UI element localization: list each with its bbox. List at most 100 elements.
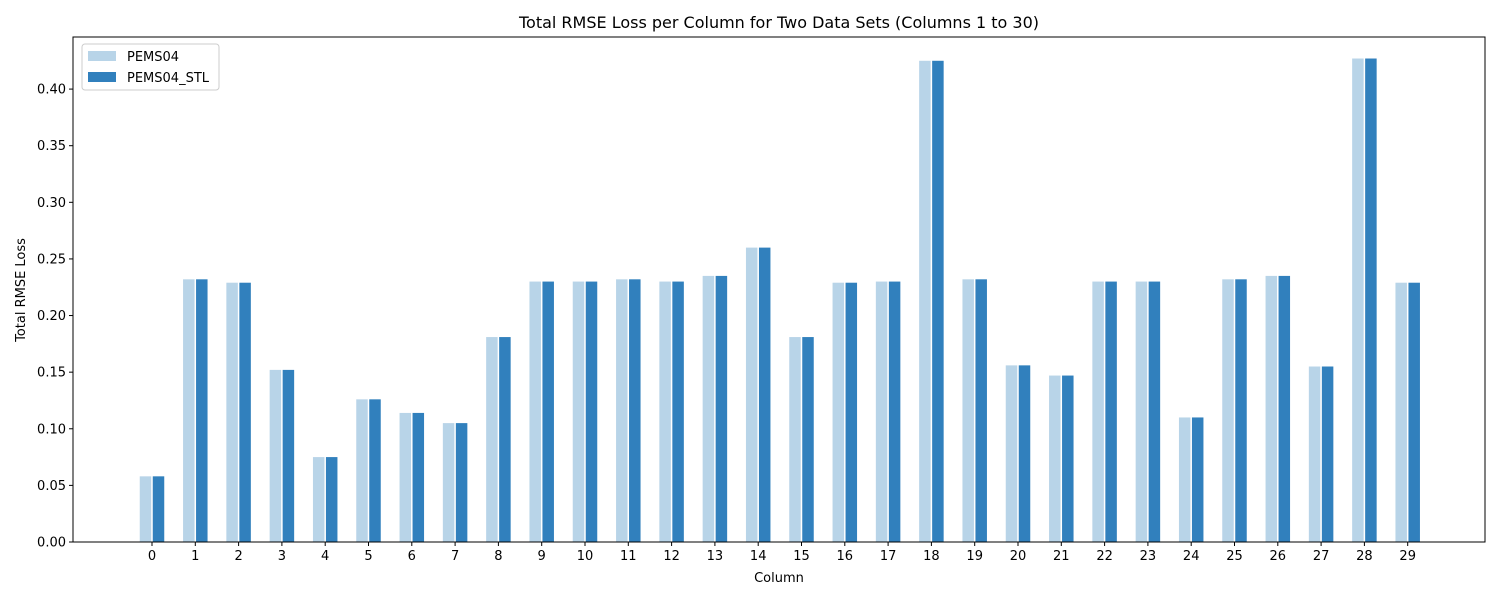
- bar-pems04-11: [616, 279, 628, 542]
- x-tick-label: 26: [1270, 549, 1287, 564]
- y-tick-label: 0.30: [37, 196, 66, 211]
- legend-label-pems04: PEMS04: [127, 50, 179, 65]
- bar-pems04-stl-13: [715, 275, 728, 542]
- bar-pems04-19: [962, 279, 974, 542]
- bar-pems04-stl-23: [1148, 281, 1161, 542]
- x-tick-label: 20: [1010, 549, 1027, 564]
- x-tick-label: 24: [1183, 549, 1200, 564]
- bar-pems04-stl-2: [239, 282, 251, 542]
- y-axis-ticks: 0.00 0.05 0.10 0.15 0.20 0.25 0.30 0.35 0.40: [37, 83, 73, 551]
- x-axis-title: Column: [754, 571, 804, 586]
- bar-pems04-stl-25: [1235, 279, 1247, 542]
- x-tick-label: 17: [880, 549, 897, 564]
- y-tick-label: 0.35: [37, 139, 66, 154]
- bar-pems04-4: [312, 457, 325, 542]
- bar-pems04-0: [139, 476, 152, 542]
- bar-pems04-stl-20: [1018, 365, 1031, 542]
- bar-pems04-18: [919, 60, 931, 542]
- x-tick-label: 7: [451, 549, 459, 564]
- bar-pems04-27: [1308, 366, 1321, 542]
- bar-pems04-stl-7: [455, 423, 468, 542]
- bar-pems04-9: [529, 281, 541, 542]
- bar-pems04-8: [486, 337, 498, 542]
- bar-pems04-stl-16: [845, 282, 858, 542]
- legend-label-pems04-stl: PEMS04_STL: [127, 71, 210, 86]
- chart-title: Total RMSE Loss per Column for Two Data …: [518, 13, 1039, 32]
- bar-pems04-23: [1135, 281, 1148, 542]
- x-tick-label: 25: [1226, 549, 1243, 564]
- x-tick-label: 15: [793, 549, 810, 564]
- bar-pems04-stl-6: [412, 412, 425, 542]
- bar-pems04-3: [269, 369, 282, 542]
- bar-pems04-2: [226, 282, 238, 542]
- bar-pems04-stl-5: [369, 399, 381, 542]
- bar-pems04-stl-28: [1365, 58, 1377, 542]
- bar-pems04-stl-21: [1062, 375, 1074, 542]
- y-tick-label: 0.20: [37, 309, 66, 324]
- x-tick-label: 6: [408, 549, 416, 564]
- x-tick-label: 2: [234, 549, 242, 564]
- y-tick-label: 0.10: [37, 422, 66, 437]
- bar-pems04-12: [659, 281, 671, 542]
- x-tick-label: 16: [837, 549, 854, 564]
- y-tick-label: 0.25: [37, 252, 66, 267]
- x-tick-label: 27: [1313, 549, 1330, 564]
- x-tick-label: 19: [966, 549, 983, 564]
- bar-pems04-stl-0: [152, 476, 165, 542]
- bar-pems04-stl-22: [1105, 281, 1117, 542]
- bar-pems04-14: [745, 247, 758, 543]
- bar-pems04-stl-29: [1408, 282, 1420, 542]
- bar-pems04-1: [183, 279, 195, 542]
- x-tick-label: 12: [663, 549, 680, 564]
- bar-pems04-5: [356, 399, 368, 542]
- bar-pems04-29: [1395, 282, 1407, 542]
- bar-pems04-24: [1178, 417, 1191, 542]
- bar-pems04-13: [702, 275, 715, 542]
- bar-pems04-10: [572, 281, 585, 542]
- y-tick-label: 0.05: [37, 479, 66, 494]
- y-tick-label: 0.40: [37, 83, 66, 98]
- legend-swatch-pems04: [88, 51, 116, 61]
- x-tick-label: 28: [1356, 549, 1373, 564]
- bar-pems04-stl-3: [282, 369, 295, 542]
- bar-pems04-stl-8: [499, 337, 511, 542]
- x-tick-label: 8: [494, 549, 502, 564]
- bar-pems04-21: [1049, 375, 1061, 542]
- x-tick-label: 4: [321, 549, 329, 564]
- bar-pems04-stl-4: [325, 457, 338, 542]
- bar-pems04-stl-12: [672, 281, 684, 542]
- bar-pems04-26: [1265, 275, 1278, 542]
- legend-swatch-pems04-stl: [88, 72, 116, 82]
- legend-box: [81, 43, 220, 91]
- bar-pems04-stl-11: [629, 279, 641, 542]
- x-tick-label: 14: [750, 549, 767, 564]
- x-tick-label: 23: [1140, 549, 1157, 564]
- x-tick-label: 1: [191, 549, 199, 564]
- bars-group: [139, 58, 1420, 543]
- plot-area-frame: [72, 36, 1486, 543]
- bar-pems04-stl-18: [932, 60, 944, 542]
- y-axis-title: Total RMSE Loss: [14, 238, 29, 343]
- bar-pems04-stl-9: [542, 281, 554, 542]
- bar-pems04-stl-27: [1321, 366, 1334, 542]
- bar-pems04-stl-19: [975, 279, 987, 542]
- x-tick-label: 5: [364, 549, 372, 564]
- x-tick-label: 22: [1096, 549, 1113, 564]
- x-tick-label: 13: [707, 549, 724, 564]
- y-tick-label: 0.00: [37, 536, 66, 551]
- x-tick-label: 0: [148, 549, 156, 564]
- bar-pems04-stl-26: [1278, 275, 1291, 542]
- bar-pems04-stl-10: [585, 281, 598, 542]
- x-axis-ticks: 0 1 2 3 4 5 6 7 8 9 10 11 12 13 14 15 16 17 18 19 20 21 22 23 24…: [148, 542, 1416, 564]
- x-tick-label: 11: [620, 549, 637, 564]
- y-tick-label: 0.15: [37, 366, 66, 381]
- bar-pems04-stl-24: [1191, 417, 1204, 542]
- bar-pems04-stl-17: [888, 281, 901, 542]
- x-tick-label: 10: [577, 549, 594, 564]
- bar-pems04-16: [832, 282, 845, 542]
- x-tick-label: 3: [278, 549, 286, 564]
- bar-pems04-20: [1005, 365, 1018, 542]
- bar-pems04-stl-1: [196, 279, 208, 542]
- bar-pems04-stl-15: [802, 337, 814, 542]
